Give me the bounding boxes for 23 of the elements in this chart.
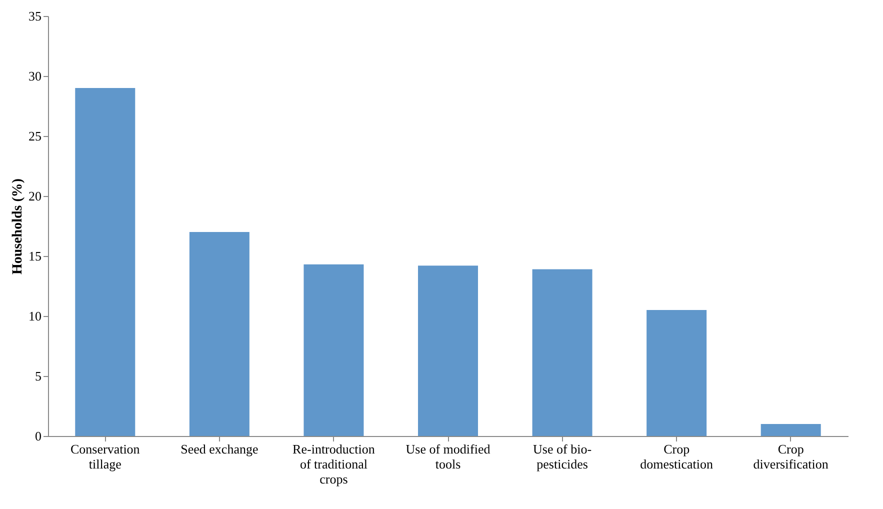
x-tick-label: Conservation tillage (70, 442, 140, 472)
y-tick-label: 5 (35, 368, 42, 384)
bar (760, 424, 821, 436)
bar (418, 266, 478, 436)
y-tick-label: 0 (35, 428, 42, 444)
x-tick-label: Re-introduction of traditional crops (292, 442, 376, 486)
y-axis-title: Households (%) (10, 178, 26, 275)
y-tick-label: 20 (28, 188, 42, 204)
bar (532, 269, 592, 436)
bar (189, 232, 250, 436)
y-tick-label: 25 (28, 128, 42, 144)
bar (75, 88, 136, 436)
x-tick-label: Use of bio- pesticides (533, 442, 592, 472)
x-tick-label: Use of modified tools (406, 442, 491, 472)
x-tick-label: Crop diversification (753, 442, 829, 472)
y-tick-label: 15 (28, 248, 42, 264)
y-tick-label: 10 (28, 308, 42, 324)
bar (646, 310, 707, 436)
y-tick-label: 30 (28, 68, 42, 84)
bar (304, 264, 364, 436)
y-tick-label: 35 (28, 8, 42, 24)
x-tick-label: Crop domestication (640, 442, 714, 472)
x-tick-label: Seed exchange (180, 442, 258, 456)
